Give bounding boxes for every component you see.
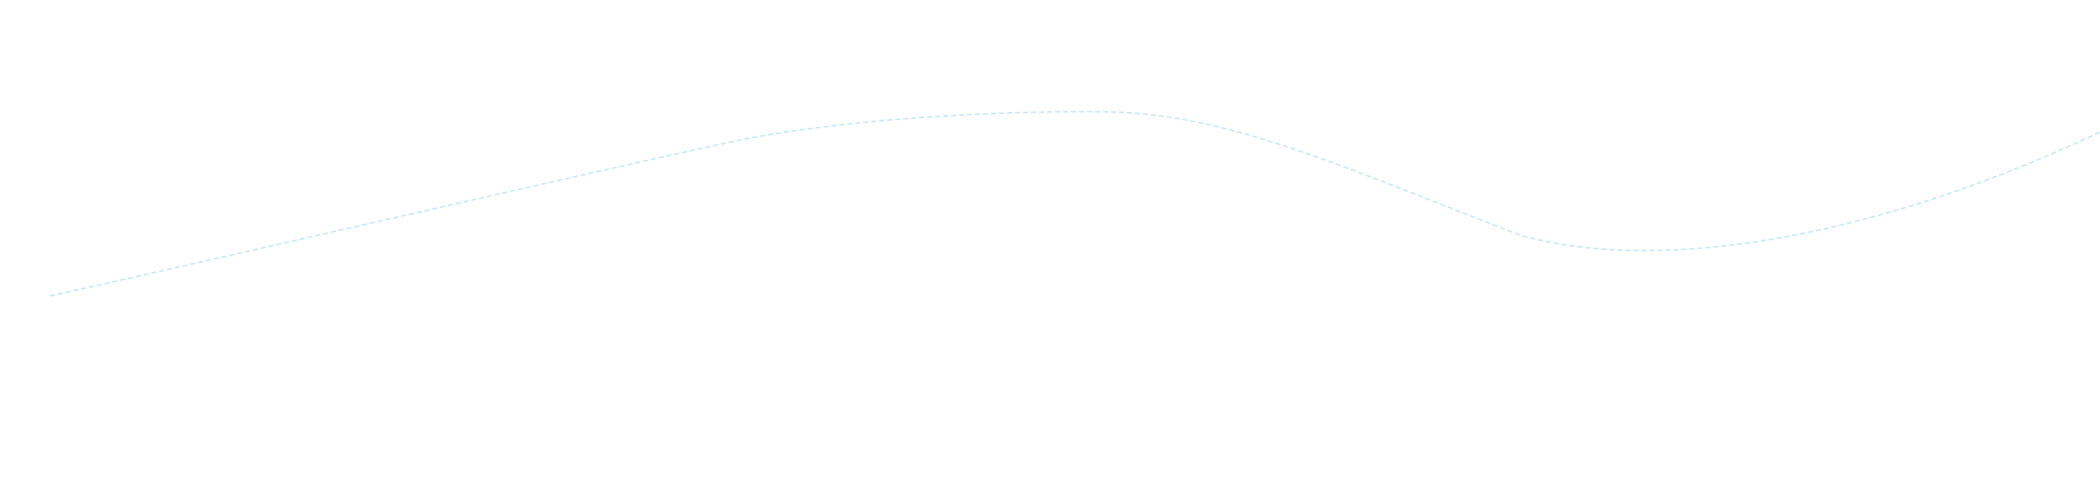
dashed-wave-line (49, 110, 2100, 297)
